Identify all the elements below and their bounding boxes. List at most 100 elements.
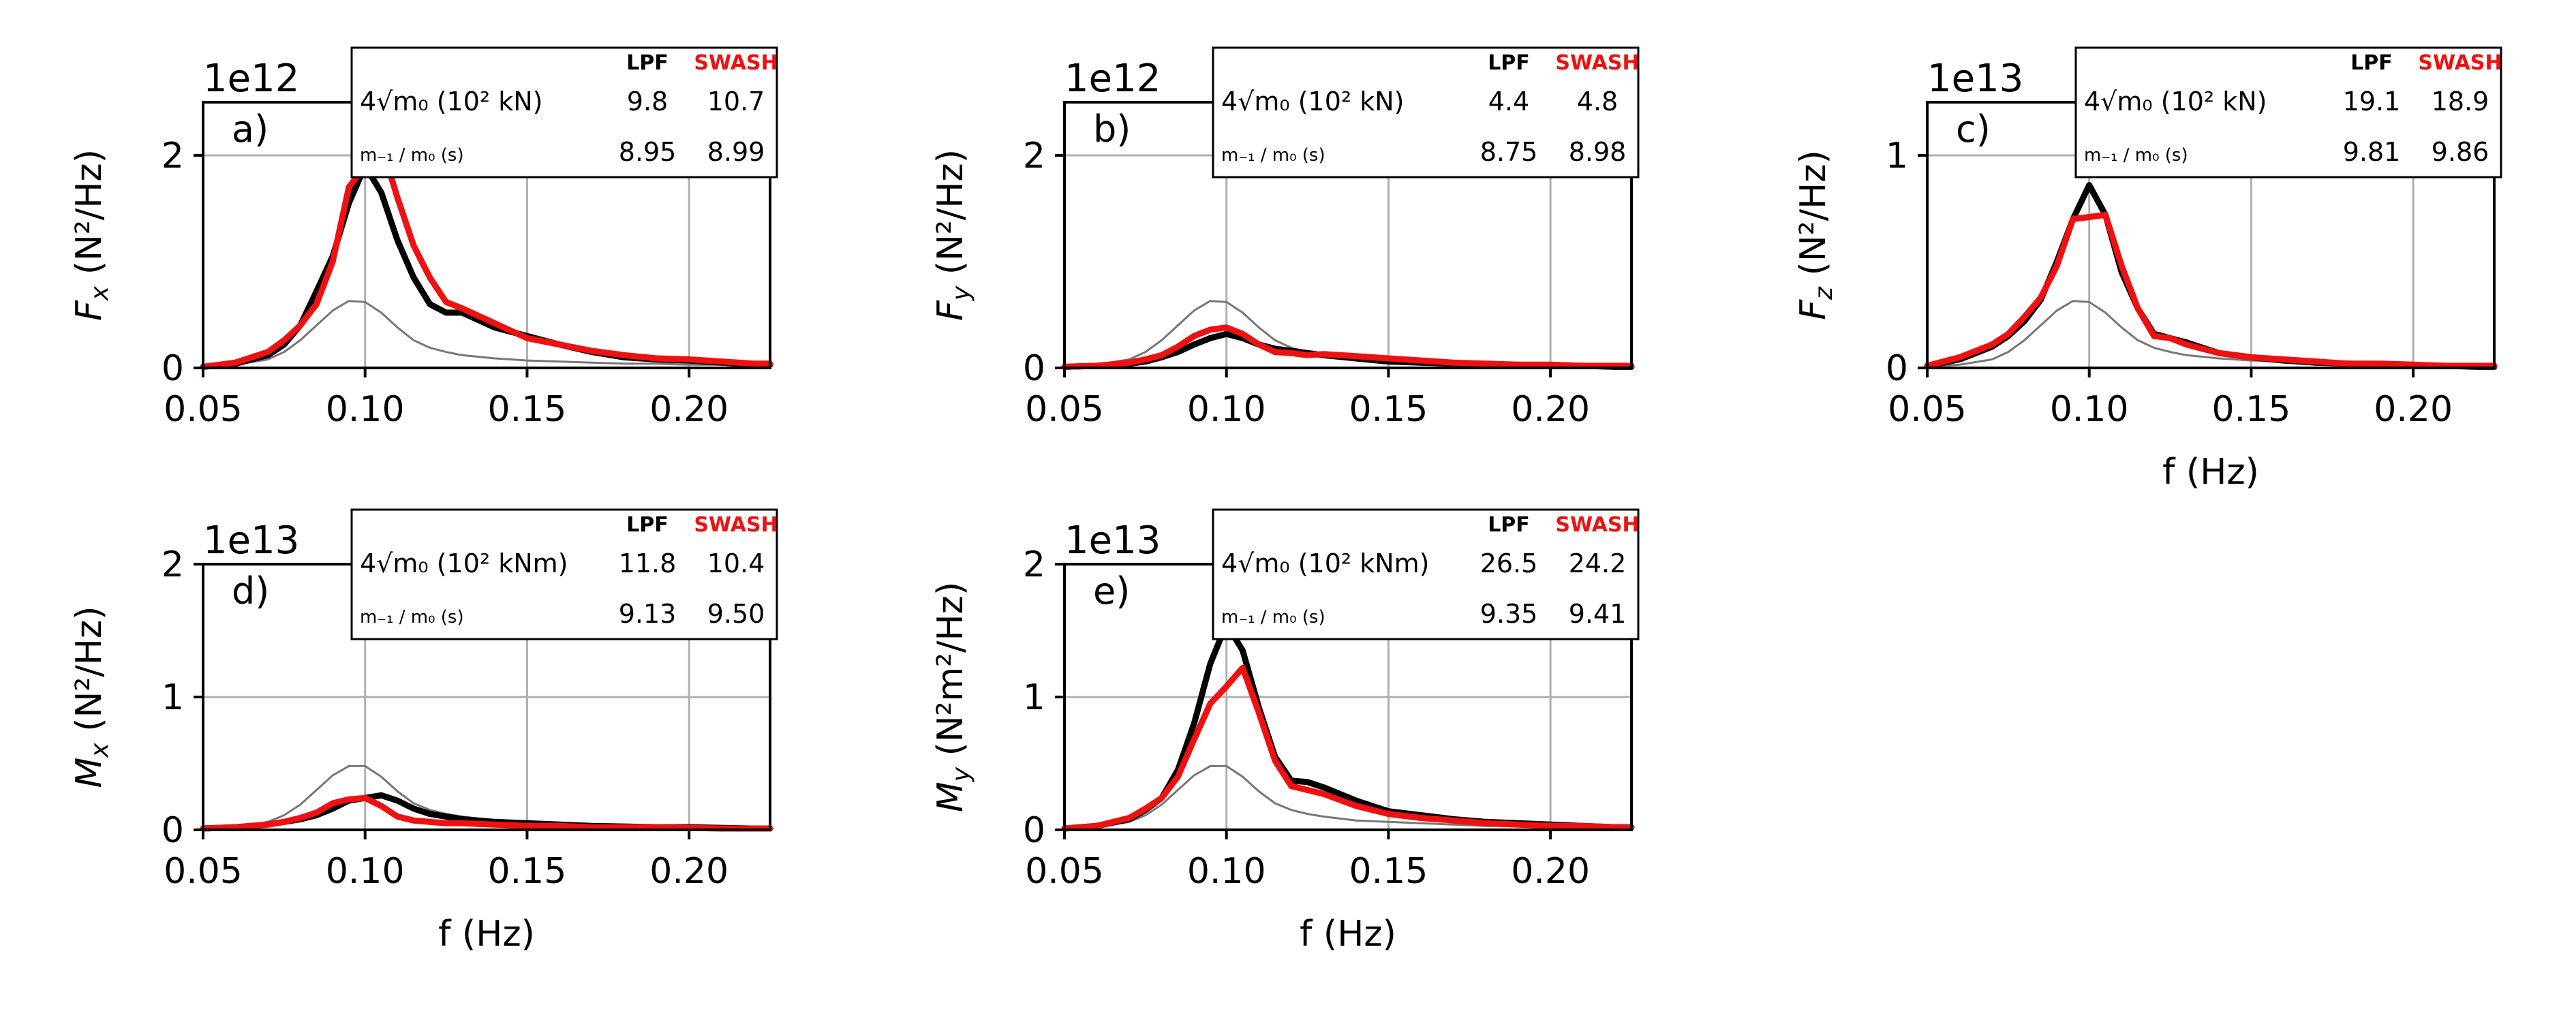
table-row2-label: m₋₁ / m₀ (s) xyxy=(360,607,464,628)
axis-multiplier: 1e13 xyxy=(1064,518,1161,563)
axis-multiplier: 1e12 xyxy=(1064,57,1161,101)
y-tick-label: 2 xyxy=(1023,544,1045,585)
table-row2-label: m₋₁ / m₀ (s) xyxy=(2084,145,2188,166)
y-axis-label-symbol: F xyxy=(930,300,971,321)
table-header-lpf: LPF xyxy=(2350,51,2393,75)
table-row2-lpf: 9.81 xyxy=(2343,137,2401,167)
table-header-swash: SWASH xyxy=(694,51,778,75)
series-line-swash xyxy=(1924,211,2498,369)
y-axis-label-subscript: y xyxy=(947,766,975,782)
table-header-lpf: LPF xyxy=(626,51,669,75)
axis-multiplier: 1e12 xyxy=(203,57,299,101)
table-row2-swash: 9.50 xyxy=(707,599,765,629)
table-header-swash: SWASH xyxy=(694,513,778,537)
x-tick-label: 0.10 xyxy=(2050,389,2129,430)
x-tick-label: 0.15 xyxy=(488,389,567,430)
panel-letter: b) xyxy=(1093,108,1131,151)
y-axis-label: Mx (N²/Hz) xyxy=(69,606,114,788)
x-tick-label: 0.05 xyxy=(164,389,243,430)
table-row2-label: m₋₁ / m₀ (s) xyxy=(1221,607,1325,628)
table-row2-swash: 9.41 xyxy=(1569,599,1627,629)
table-header-swash: SWASH xyxy=(1555,513,1639,537)
table-row1-label: 4√m₀ (10² kN) xyxy=(1221,87,1404,117)
y-axis-label-symbol: M xyxy=(930,781,971,812)
series-line-swash xyxy=(1061,324,1635,370)
y-axis-label-units: (N²/Hz) xyxy=(69,149,110,286)
panel-letter: c) xyxy=(1956,108,1991,151)
table-row2-lpf: 8.75 xyxy=(1480,137,1538,167)
table-header-lpf: LPF xyxy=(1488,51,1530,75)
table-row1-swash: 18.9 xyxy=(2432,87,2489,117)
table-header-lpf: LPF xyxy=(626,513,669,537)
table-row2-lpf: 9.13 xyxy=(619,599,677,629)
y-tick-label: 0 xyxy=(1023,810,1045,851)
table-row1-label: 4√m₀ (10² kNm) xyxy=(360,548,568,578)
x-tick-label: 0.10 xyxy=(1187,389,1266,430)
y-axis-label-symbol: M xyxy=(69,758,110,788)
y-axis-label: Fx (N²/Hz) xyxy=(69,149,114,321)
table-row1-lpf: 11.8 xyxy=(619,548,677,578)
x-tick-label: 0.20 xyxy=(1511,851,1590,892)
stats-table xyxy=(1212,508,1640,640)
panel-b: 0.05 0.10 0.15 0.20 0 2 1e12 b) Fy (N²/Hz) LPF SWA… xyxy=(930,46,1640,430)
y-axis-label-subscript: y xyxy=(947,285,975,301)
series-line-reference xyxy=(202,300,771,368)
x-tick-label: 0.05 xyxy=(1888,389,1967,430)
table-row2-label: m₋₁ / m₀ (s) xyxy=(1221,145,1325,166)
axis-multiplier: 1e13 xyxy=(1927,57,2023,101)
x-tick-label: 0.10 xyxy=(326,389,405,430)
table-row2-lpf: 8.95 xyxy=(619,137,677,167)
table-row1-swash: 4.8 xyxy=(1577,87,1618,117)
x-tick-label: 0.15 xyxy=(2212,389,2291,430)
y-axis-label: Fy (N²/Hz) xyxy=(930,149,975,321)
y-axis-label-units: (N²/Hz) xyxy=(1793,150,1834,287)
x-tick-label: 0.10 xyxy=(1187,851,1266,892)
y-tick-label: 2 xyxy=(162,544,184,585)
y-tick-label: 0 xyxy=(1886,348,1908,389)
table-row1-lpf: 19.1 xyxy=(2343,87,2401,117)
x-tick-label: 0.15 xyxy=(1349,389,1428,430)
table-row1-lpf: 9.8 xyxy=(627,87,668,117)
x-tick-label: 0.15 xyxy=(488,851,567,892)
table-row1-swash: 10.4 xyxy=(707,548,765,578)
y-axis-label-subscript: z xyxy=(1810,286,1838,300)
x-axis-label: f (Hz) xyxy=(438,914,535,955)
y-axis-label: Fz (N²/Hz) xyxy=(1793,150,1838,320)
y-axis-label-units: (N²/Hz) xyxy=(930,149,971,286)
x-tick-label: 0.20 xyxy=(649,851,729,892)
table-row1-label: 4√m₀ (10² kNm) xyxy=(1221,548,1429,578)
y-tick-label: 0 xyxy=(1023,348,1045,389)
stats-table xyxy=(350,46,778,179)
y-tick-label: 2 xyxy=(1023,136,1045,176)
table-row1-lpf: 4.4 xyxy=(1488,87,1529,117)
table-row2-swash: 8.98 xyxy=(1569,137,1627,167)
table-header-lpf: LPF xyxy=(1488,513,1530,537)
y-axis-label: My (N²m²/Hz) xyxy=(930,582,975,812)
table-header-swash: SWASH xyxy=(2418,51,2502,75)
stats-table xyxy=(1212,46,1640,179)
table-row2-label: m₋₁ / m₀ (s) xyxy=(360,145,464,166)
x-tick-label: 0.10 xyxy=(326,851,405,892)
y-tick-label: 0 xyxy=(162,810,184,851)
x-tick-label: 0.20 xyxy=(2374,389,2453,430)
series-line-lpf xyxy=(1924,182,2498,370)
table-row2-lpf: 9.35 xyxy=(1480,599,1538,629)
panel-a: 0.05 0.10 0.15 0.20 0 2 1e12 a) Fx (N²/Hz) LPF SWA… xyxy=(69,46,778,430)
table-row1-label: 4√m₀ (10² kN) xyxy=(360,87,542,117)
series-line-lpf xyxy=(1061,621,1635,832)
x-tick-label: 0.20 xyxy=(649,389,729,430)
y-tick-label: 2 xyxy=(162,136,184,176)
table-row1-label: 4√m₀ (10² kN) xyxy=(2084,87,2267,117)
stats-table xyxy=(2074,46,2502,179)
y-axis-label-symbol: F xyxy=(1793,299,1834,320)
y-axis-label-units: (N²m²/Hz) xyxy=(930,582,971,767)
table-row1-swash: 10.7 xyxy=(707,87,765,117)
y-axis-label-subscript: x xyxy=(86,743,114,758)
table-row1-swash: 24.2 xyxy=(1569,548,1627,578)
panel-c: 0.05 0.10 0.15 0.20 0 1 1e13 c) Fz (N²/Hz) f (Hz)… xyxy=(1793,46,2502,493)
x-tick-label: 0.20 xyxy=(1511,389,1590,430)
y-axis-label-units: (N²/Hz) xyxy=(69,606,110,743)
series-line-swash xyxy=(1061,664,1635,832)
x-axis-label: f (Hz) xyxy=(2162,452,2259,493)
table-row2-swash: 9.86 xyxy=(2432,137,2489,167)
